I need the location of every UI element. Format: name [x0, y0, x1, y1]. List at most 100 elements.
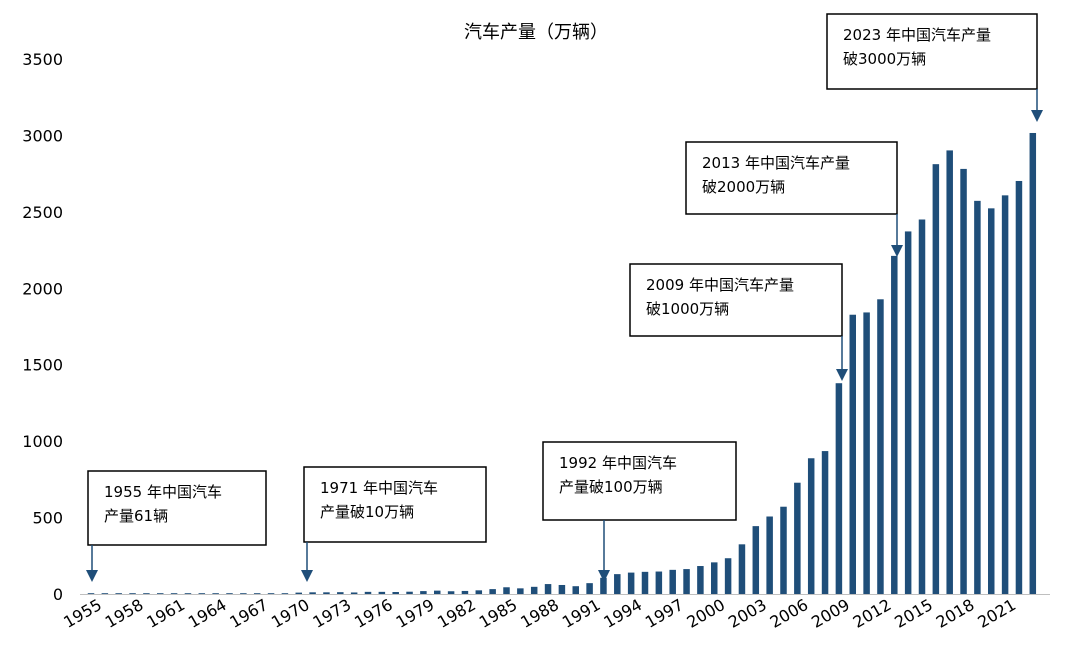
x-tick-label: 2021 [974, 595, 1019, 632]
bar [461, 590, 469, 594]
annotation-line-1: 1955 年中国汽车 [104, 483, 222, 501]
bar [281, 593, 289, 594]
x-tick-label: 1991 [559, 595, 604, 632]
bar [697, 566, 704, 594]
y-tick-label: 0 [53, 585, 63, 604]
bar [711, 562, 718, 594]
annotation-line-2: 产量破10万辆 [320, 503, 414, 521]
y-axis: 0 500 1000 1500 2000 2500 3000 3500 [22, 50, 63, 604]
annotation-arrowhead [836, 369, 848, 381]
bar [101, 593, 109, 594]
bar [932, 164, 940, 594]
bar [115, 593, 122, 594]
bar [295, 592, 302, 594]
bar [669, 569, 676, 594]
bar [807, 458, 815, 594]
bar [489, 589, 496, 594]
x-axis: 1955195819611964196719701973197619791982… [60, 594, 1050, 632]
annotation-line-2: 产量破100万辆 [559, 478, 663, 496]
annotation-line-2: 破3000万辆 [843, 50, 926, 68]
bar [988, 208, 995, 594]
bar [904, 231, 912, 594]
bar [724, 558, 732, 594]
bar [323, 592, 330, 594]
bar [752, 526, 760, 594]
x-tick-label: 2009 [808, 595, 853, 632]
annotation-arrowhead [86, 570, 98, 582]
y-tick-label: 500 [32, 509, 63, 528]
annotation-box [685, 141, 898, 215]
bar [364, 591, 372, 594]
bar [530, 586, 538, 594]
bar [434, 590, 441, 594]
bars [87, 132, 1037, 595]
bar [378, 591, 386, 594]
x-tick-label: 2015 [891, 595, 936, 632]
annotation-line-2: 破1000万辆 [646, 300, 729, 318]
bar [558, 584, 566, 594]
bar [198, 593, 206, 594]
bar [406, 591, 413, 594]
bar [337, 592, 344, 594]
x-tick-label: 1973 [310, 595, 355, 632]
bar [129, 593, 136, 594]
bar [572, 586, 579, 594]
x-tick-label: 1982 [434, 595, 479, 632]
x-tick-label: 1997 [642, 595, 687, 632]
annotation-line-1: 1971 年中国汽车 [320, 479, 438, 497]
bar [614, 574, 621, 594]
bar [1001, 195, 1009, 594]
bar [170, 593, 178, 594]
bar [766, 516, 773, 594]
y-tick-label: 2500 [22, 203, 63, 222]
annotation-line-1: 2023 年中国汽车产量 [843, 26, 991, 44]
annotation-line-2: 破2000万辆 [702, 178, 785, 196]
x-tick-label: 2000 [683, 595, 728, 632]
annotation-box [629, 263, 843, 337]
bar [143, 593, 150, 594]
annotation-box [542, 441, 737, 521]
annotation-box [826, 13, 1038, 90]
annotation-line-1: 2013 年中国汽车产量 [702, 154, 850, 172]
bar [821, 451, 829, 594]
y-tick-label: 1500 [22, 356, 63, 375]
bar [1029, 132, 1037, 595]
bar [877, 299, 884, 594]
bar [184, 593, 192, 594]
x-tick-label: 2018 [933, 595, 978, 632]
annotation-arrowhead [598, 570, 610, 582]
x-tick-label: 2012 [850, 595, 895, 632]
bar [946, 150, 953, 594]
bar [1015, 180, 1023, 595]
annotation-arrowhead [891, 245, 903, 257]
bar [350, 592, 358, 594]
bar [586, 583, 593, 594]
bar [447, 591, 455, 594]
x-tick-label: 1958 [102, 595, 147, 632]
x-tick-label: 1976 [351, 595, 396, 632]
y-tick-label: 2000 [22, 279, 63, 298]
bar [960, 168, 967, 594]
x-tick-label: 1955 [60, 595, 105, 632]
x-tick-label: 2006 [767, 595, 812, 632]
bar [627, 572, 635, 594]
x-tick-label: 1967 [226, 595, 271, 632]
bar [863, 312, 870, 594]
bar [974, 200, 981, 594]
annotation-box [87, 470, 267, 546]
bar [918, 219, 926, 594]
x-tick-label: 1988 [517, 595, 562, 632]
y-tick-label: 3000 [22, 126, 63, 145]
bar [891, 255, 898, 594]
bar [738, 544, 746, 594]
bar [267, 593, 275, 594]
y-tick-label: 3500 [22, 50, 63, 69]
bar [835, 383, 843, 594]
bar [226, 593, 233, 594]
bar [240, 593, 247, 594]
